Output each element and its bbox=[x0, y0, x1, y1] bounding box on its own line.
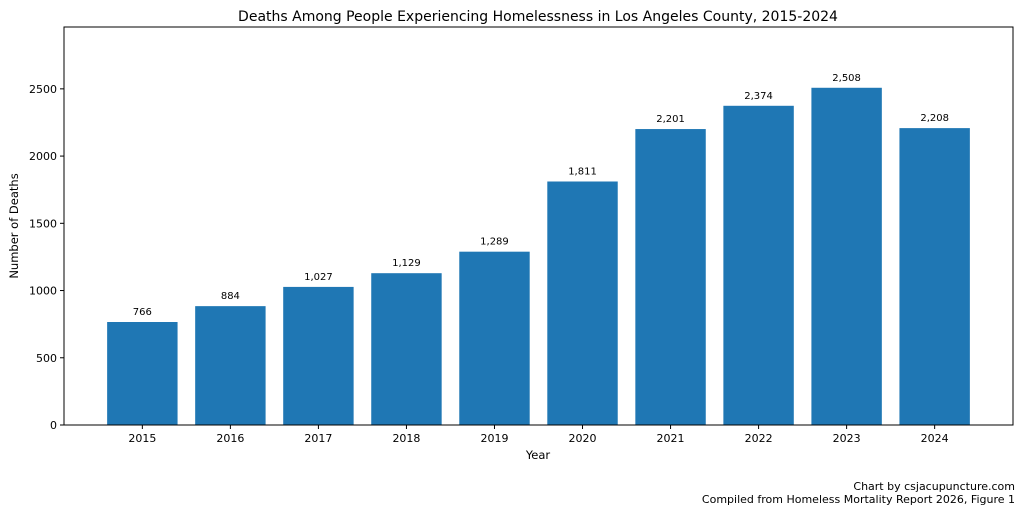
data-label-2015: 766 bbox=[133, 307, 152, 318]
x-tick-label: 2018 bbox=[392, 432, 420, 445]
x-tick-label: 2024 bbox=[921, 432, 949, 445]
bar-2017 bbox=[283, 286, 354, 425]
bar-2016 bbox=[195, 306, 266, 425]
data-label-2023: 2,508 bbox=[832, 73, 861, 84]
data-label-2024: 2,208 bbox=[920, 113, 949, 124]
data-label-2016: 884 bbox=[221, 291, 240, 302]
y-tick-label: 2000 bbox=[29, 150, 57, 163]
bar-2023 bbox=[811, 87, 882, 426]
data-label-2022: 2,374 bbox=[744, 91, 773, 102]
x-tick-label: 2019 bbox=[480, 432, 508, 445]
x-tick-label: 2020 bbox=[569, 432, 597, 445]
data-label-2017: 1,027 bbox=[304, 272, 333, 283]
y-tick-label: 2500 bbox=[29, 83, 57, 96]
bar-2020 bbox=[547, 181, 618, 425]
data-label-2020: 1,811 bbox=[568, 166, 597, 177]
y-tick-label: 1000 bbox=[29, 285, 57, 298]
chart-title: Deaths Among People Experiencing Homeles… bbox=[238, 9, 838, 25]
chart-credit: Chart by csjacupuncture.com bbox=[853, 480, 1015, 493]
y-axis-label: Number of Deaths bbox=[7, 173, 21, 278]
data-label-2021: 2,201 bbox=[656, 114, 685, 125]
y-tick-label: 0 bbox=[50, 419, 57, 432]
bar-2021 bbox=[635, 129, 706, 425]
x-tick-label: 2016 bbox=[216, 432, 244, 445]
bar-2019 bbox=[459, 251, 530, 425]
chart-source: Compiled from Homeless Mortality Report … bbox=[702, 493, 1015, 506]
x-tick-label: 2023 bbox=[833, 432, 861, 445]
data-label-2019: 1,289 bbox=[480, 237, 509, 248]
bar-2022 bbox=[723, 105, 794, 425]
x-axis-label: Year bbox=[525, 448, 551, 462]
y-tick-label: 500 bbox=[36, 352, 57, 365]
bar-2018 bbox=[371, 273, 442, 425]
y-tick-label: 1500 bbox=[29, 217, 57, 230]
data-label-2018: 1,129 bbox=[392, 258, 421, 269]
x-tick-label: 2017 bbox=[304, 432, 332, 445]
x-tick-label: 2021 bbox=[657, 432, 685, 445]
plot-frame bbox=[63, 26, 1014, 426]
x-tick-label: 2022 bbox=[745, 432, 773, 445]
bar-2015 bbox=[107, 322, 178, 425]
bar-2024 bbox=[899, 128, 970, 425]
x-tick-label: 2015 bbox=[128, 432, 156, 445]
